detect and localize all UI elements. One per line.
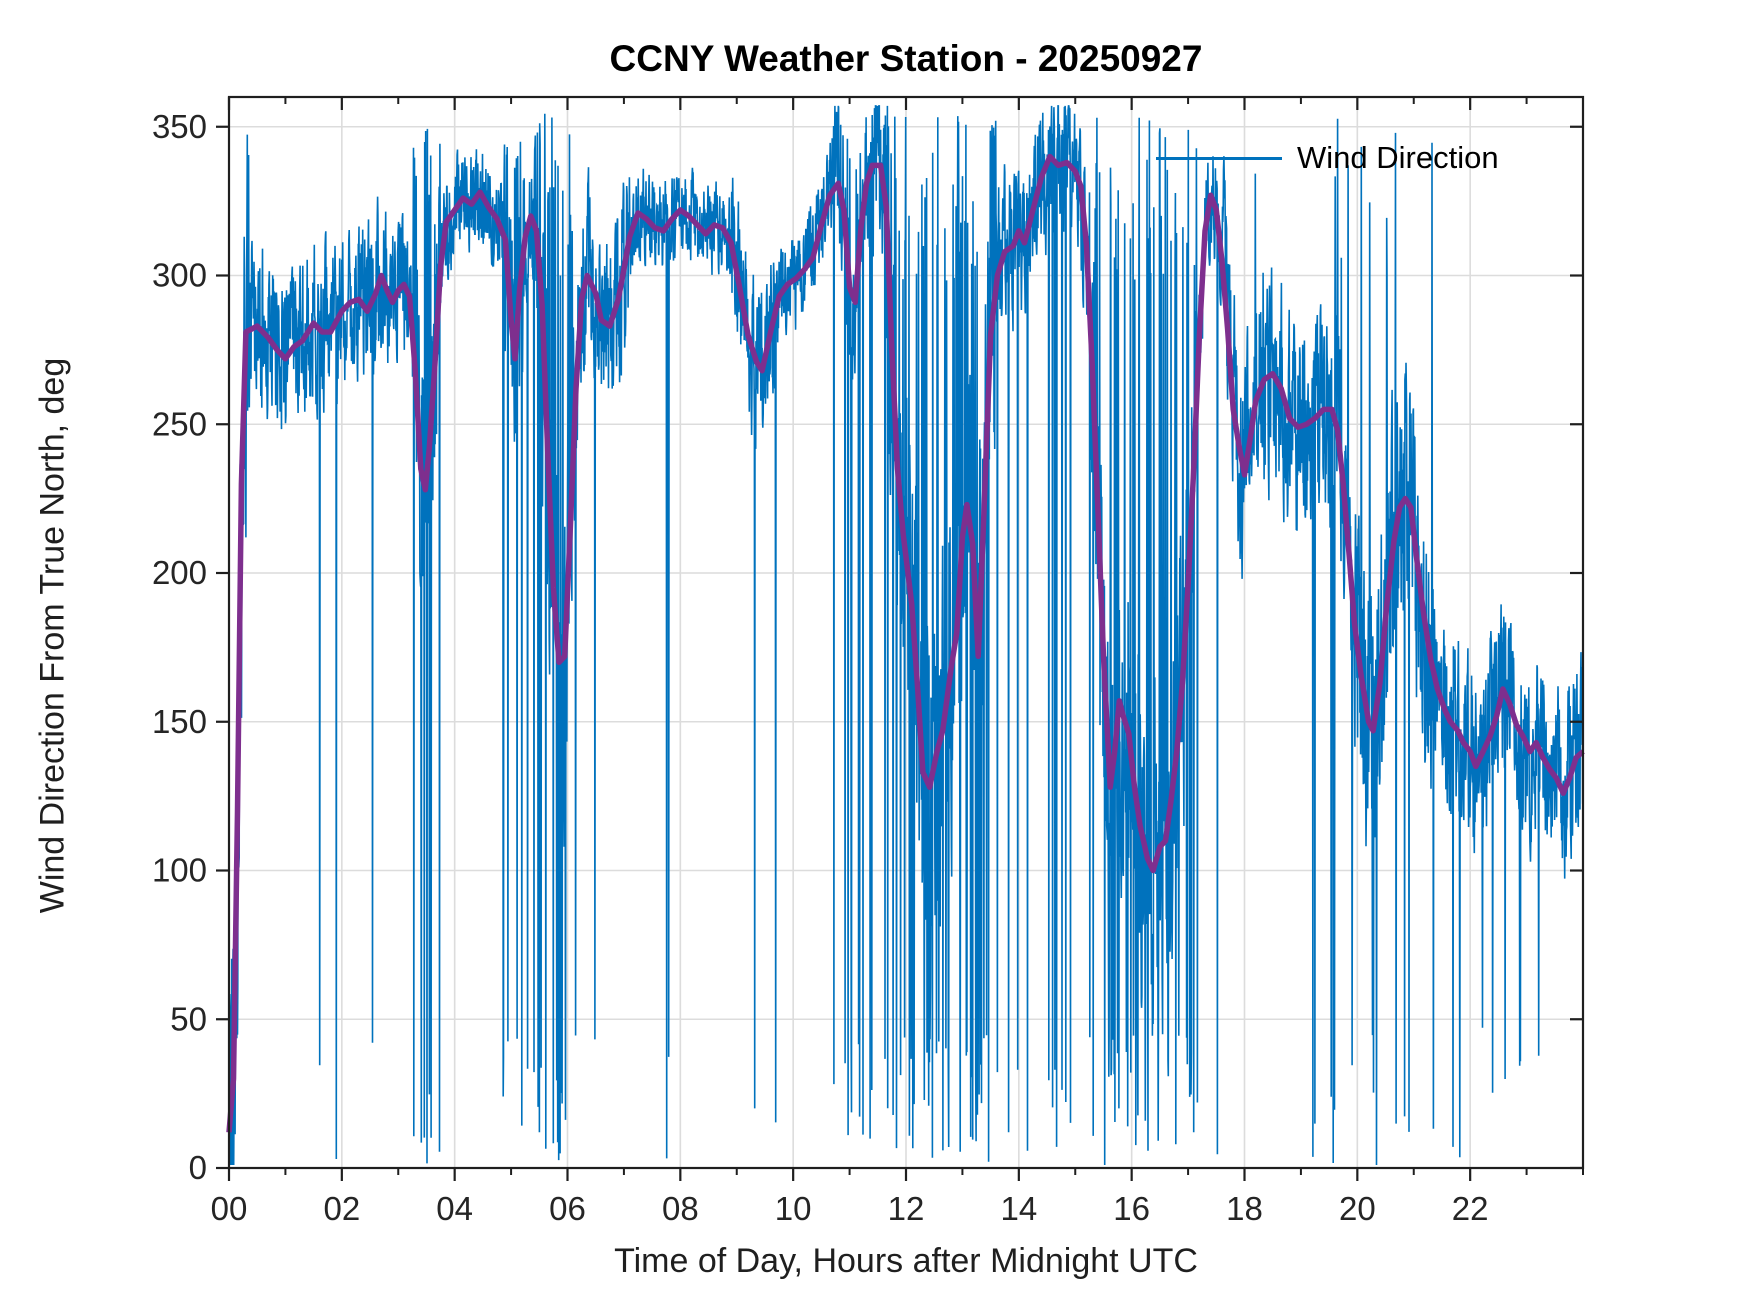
x-tick-label: 02 bbox=[323, 1190, 360, 1227]
x-tick-label: 04 bbox=[436, 1190, 473, 1227]
series-wind-direction-smoothed bbox=[226, 153, 1585, 1133]
legend-entry-label: Wind Direction bbox=[1297, 140, 1499, 175]
chart-title: CCNY Weather Station - 20250927 bbox=[609, 38, 1203, 79]
y-tick-label: 350 bbox=[152, 108, 207, 145]
x-tick-label: 20 bbox=[1339, 1190, 1376, 1227]
legend-line-sample bbox=[1156, 156, 1282, 160]
y-tick-label: 50 bbox=[170, 1000, 207, 1037]
legend: Wind Direction bbox=[1156, 140, 1499, 176]
y-tick-label: 300 bbox=[152, 257, 207, 294]
x-tick-label: 14 bbox=[1000, 1190, 1037, 1227]
x-tick-label: 00 bbox=[211, 1190, 248, 1227]
x-tick-label: 08 bbox=[662, 1190, 699, 1227]
y-axis-label: Wind Direction From True North, deg bbox=[33, 357, 72, 914]
y-tick-label: 0 bbox=[189, 1149, 207, 1186]
y-tick-label: 100 bbox=[152, 852, 207, 889]
x-tick-label: 12 bbox=[888, 1190, 925, 1227]
x-tick-label: 18 bbox=[1226, 1190, 1263, 1227]
y-tick-label: 250 bbox=[152, 405, 207, 442]
x-axis-label: Time of Day, Hours after Midnight UTC bbox=[614, 1242, 1198, 1280]
y-tick-label: 150 bbox=[152, 703, 207, 740]
y-tick-label: 200 bbox=[152, 554, 207, 591]
x-tick-label: 10 bbox=[775, 1190, 812, 1227]
x-tick-label: 16 bbox=[1113, 1190, 1150, 1227]
x-tick-label: 22 bbox=[1452, 1190, 1489, 1227]
x-tick-label: 06 bbox=[549, 1190, 586, 1227]
